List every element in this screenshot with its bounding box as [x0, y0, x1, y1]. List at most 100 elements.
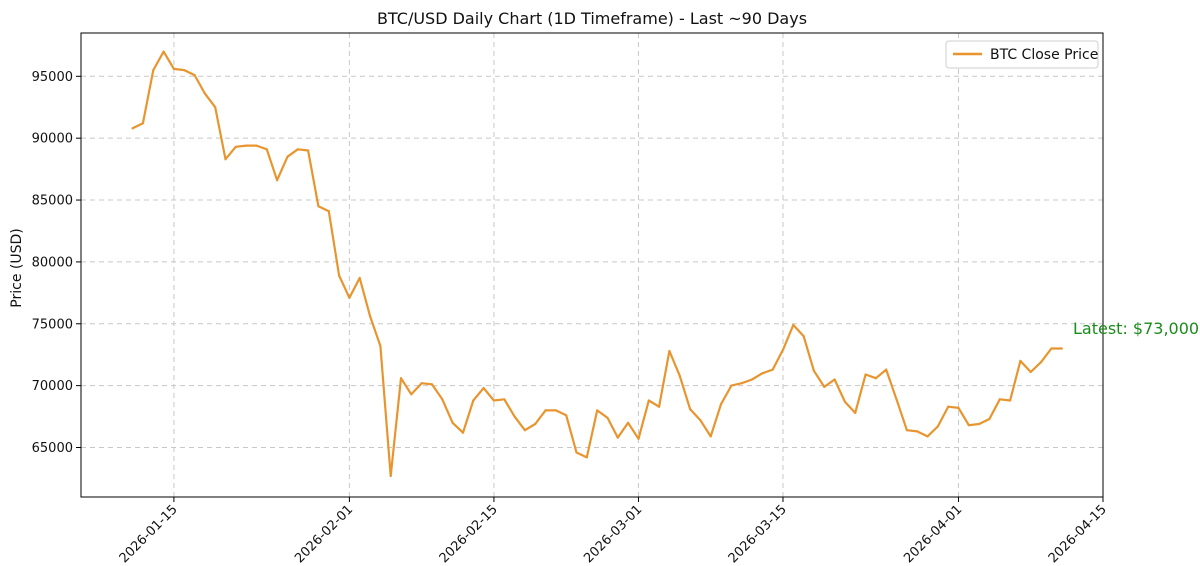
- data-point-2026-02-21: [554, 409, 558, 412]
- data-point-2026-02-11: [451, 421, 454, 424]
- data-point-2026-03-02: [647, 399, 650, 402]
- data-point-2026-01-28: [307, 149, 310, 152]
- data-point-2026-02-25: [596, 409, 599, 412]
- y-tick-label-65000: 65000: [32, 441, 73, 456]
- data-point-2026-03-12: [750, 378, 754, 381]
- data-point-2026-02-13: [472, 399, 475, 402]
- y-tick-label-90000: 90000: [32, 132, 73, 147]
- series-line-btc-close-price: [131, 50, 1063, 478]
- data-point-2026-02-18: [523, 429, 527, 432]
- data-point-2026-03-08: [709, 435, 712, 438]
- y-tick-label-95000: 95000: [32, 70, 73, 85]
- data-point-2026-02-04: [379, 344, 382, 348]
- grid-lines: [81, 33, 1104, 497]
- y-axis-label: Price (USD): [9, 228, 25, 307]
- data-point-2026-01-24: [265, 148, 268, 151]
- data-point-2026-01-20: [224, 158, 227, 161]
- data-point-2026-03-10: [730, 384, 733, 387]
- x-tick-label-2026-03-15: 2026-03-15: [726, 502, 790, 566]
- data-point-2026-04-01: [957, 406, 960, 409]
- y-tick-label-80000: 80000: [32, 255, 73, 270]
- data-point-2026-02-22: [565, 414, 568, 417]
- data-point-2026-02-27: [616, 436, 619, 439]
- data-point-2026-01-21: [234, 145, 237, 148]
- data-point-2026-01-30: [327, 210, 330, 213]
- data-point-2026-04-06: [1009, 399, 1012, 402]
- data-point-2026-02-10: [441, 398, 444, 401]
- data-point-2026-02-19: [534, 422, 537, 426]
- data-point-2026-02-07: [410, 393, 413, 396]
- data-point-2026-02-01: [348, 296, 351, 299]
- data-point-2026-01-17: [193, 74, 196, 77]
- data-point-2026-02-05: [389, 474, 392, 478]
- data-point-2026-01-31: [338, 274, 341, 277]
- data-point-2026-03-09: [719, 403, 723, 406]
- data-point-2026-02-02: [358, 276, 361, 280]
- data-point-2026-03-18: [812, 369, 816, 372]
- data-point-2026-03-23: [864, 373, 867, 376]
- data-point-2026-01-12: [141, 122, 144, 125]
- data-point-2026-02-26: [606, 416, 609, 419]
- data-point-2026-03-14: [771, 368, 774, 371]
- data-point-2026-02-17: [513, 415, 516, 418]
- data-point-2026-04-10: [1050, 347, 1053, 350]
- data-point-2026-01-29: [317, 205, 320, 208]
- data-point-2026-02-28: [627, 421, 630, 424]
- chart-title: BTC/USD Daily Chart (1D Timeframe) - Las…: [377, 9, 807, 28]
- data-point-2026-03-04: [668, 349, 671, 353]
- data-point-2026-01-16: [183, 69, 186, 72]
- data-point-2026-02-14: [482, 387, 485, 390]
- data-point-2026-02-23: [575, 451, 578, 454]
- data-point-2026-03-24: [874, 377, 878, 380]
- data-point-2026-03-31: [947, 405, 950, 408]
- data-point-2026-04-03: [978, 422, 981, 426]
- data-point-2026-03-22: [854, 411, 857, 414]
- data-point-2026-01-23: [255, 144, 258, 147]
- chart-legend: BTC Close Price: [945, 40, 1099, 69]
- data-point-2026-03-19: [823, 385, 826, 388]
- data-point-2026-03-03: [658, 405, 661, 408]
- data-point-2026-03-27: [905, 429, 909, 432]
- data-point-2026-02-20: [544, 409, 547, 412]
- data-point-2026-01-27: [296, 148, 299, 151]
- data-point-2026-03-01: [637, 437, 640, 440]
- data-point-2026-04-05: [998, 398, 1001, 401]
- data-point-2026-02-15: [492, 399, 495, 402]
- x-tick-label-2026-03-01: 2026-03-01: [581, 502, 645, 566]
- data-point-2026-01-11: [131, 127, 134, 130]
- data-point-2026-04-02: [967, 424, 970, 427]
- data-point-2026-03-30: [936, 425, 939, 428]
- data-point-2026-04-08: [1029, 370, 1032, 374]
- data-point-2026-03-28: [916, 430, 919, 433]
- data-point-2026-02-08: [420, 382, 423, 385]
- data-point-2026-03-29: [926, 435, 929, 438]
- data-point-2026-03-25: [885, 368, 888, 371]
- legend-label-btc-close-price: BTC Close Price: [990, 47, 1098, 63]
- data-point-2026-03-26: [895, 398, 898, 401]
- data-point-2026-02-03: [369, 315, 372, 318]
- data-point-2026-02-12: [461, 431, 465, 434]
- data-point-2026-03-11: [740, 382, 743, 385]
- data-point-2026-04-04: [988, 417, 991, 421]
- data-point-2026-01-25: [276, 179, 279, 182]
- data-point-2026-01-15: [172, 67, 175, 70]
- y-tick-label-75000: 75000: [32, 317, 73, 332]
- data-point-2026-03-05: [678, 374, 681, 377]
- data-point-2026-01-19: [214, 106, 217, 109]
- data-point-2026-03-07: [699, 419, 702, 422]
- plot-frame: [80, 32, 1104, 498]
- data-point-2026-03-21: [843, 400, 847, 403]
- data-point-2026-02-16: [503, 398, 506, 401]
- latest-price-annotation: Latest: $73,000: [1073, 319, 1199, 338]
- data-point-2026-04-11: [1060, 347, 1063, 350]
- data-point-2026-01-22: [245, 144, 248, 147]
- data-point-2026-01-13: [152, 69, 155, 72]
- x-tick-label-2026-01-15: 2026-01-15: [117, 502, 181, 566]
- data-point-2026-01-18: [203, 92, 206, 95]
- data-point-2026-02-24: [585, 456, 588, 459]
- data-point-2026-02-09: [430, 383, 434, 386]
- data-point-2026-04-09: [1040, 361, 1043, 364]
- tick-labels: 65000 70000 75000 80000 85000 90000 95000 2026-…: [32, 70, 1110, 566]
- data-point-2026-03-17: [802, 335, 805, 338]
